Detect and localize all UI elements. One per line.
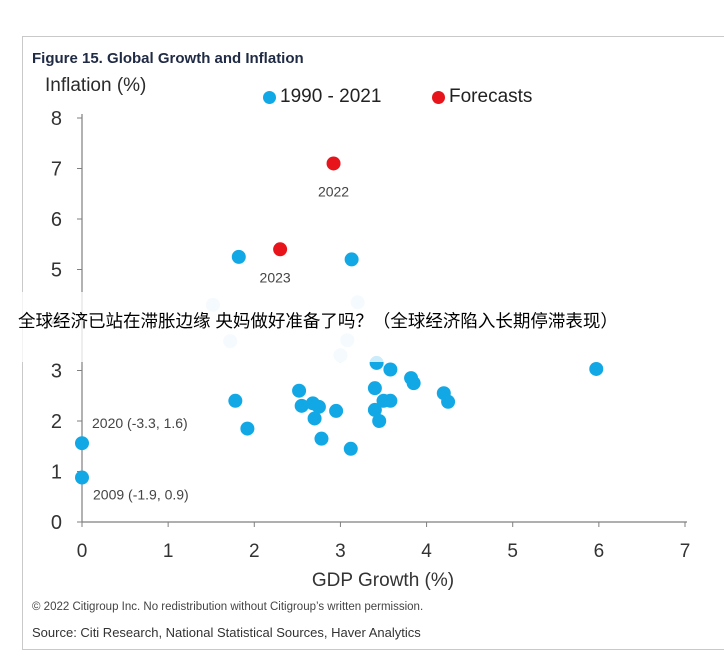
x-tick-label: 3 bbox=[335, 541, 346, 562]
legend-label-forecast: Forecasts bbox=[449, 86, 533, 107]
x-tick-label: 1 bbox=[163, 541, 174, 562]
data-point-forecast bbox=[273, 242, 288, 257]
y-tick-label: 2 bbox=[51, 411, 62, 433]
x-tick-label: 5 bbox=[507, 541, 518, 562]
x-tick-label: 4 bbox=[421, 541, 432, 562]
x-tick-label: 6 bbox=[594, 541, 605, 562]
data-point-historical bbox=[441, 394, 456, 409]
x-tick-label: 7 bbox=[680, 541, 691, 562]
point-annotation: 2009 (-1.9, 0.9) bbox=[93, 487, 189, 503]
data-point-historical bbox=[311, 399, 326, 414]
data-point-historical bbox=[383, 362, 398, 377]
data-point-historical bbox=[228, 393, 243, 408]
data-point-historical bbox=[75, 436, 89, 451]
data-point-historical bbox=[240, 421, 255, 436]
x-tick-label: 0 bbox=[77, 541, 88, 562]
overlay-band bbox=[0, 292, 724, 362]
data-point-historical bbox=[383, 393, 398, 408]
data-point-historical bbox=[344, 252, 359, 267]
y-tick-label: 6 bbox=[51, 209, 62, 231]
y-tick-label: 8 bbox=[51, 108, 62, 130]
point-annotation: 2022 bbox=[318, 183, 349, 199]
legend-marker-forecast bbox=[432, 90, 445, 104]
data-point-historical bbox=[406, 376, 421, 391]
figure-title: Figure 15. Global Growth and Inflation bbox=[32, 50, 304, 67]
legend-marker-historical bbox=[263, 90, 276, 104]
data-point-forecast bbox=[326, 156, 341, 171]
y-tick-label: 0 bbox=[51, 512, 62, 534]
data-point-historical bbox=[589, 361, 604, 376]
data-point-historical bbox=[329, 403, 344, 418]
y-tick-label: 5 bbox=[51, 260, 62, 282]
data-point-historical bbox=[231, 249, 246, 264]
legend-item-historical: 1990 - 2021 bbox=[263, 86, 381, 108]
data-point-historical bbox=[292, 383, 307, 398]
source-note: Source: Citi Research, National Statisti… bbox=[32, 625, 421, 640]
data-point-historical bbox=[343, 441, 358, 456]
legend-label-historical: 1990 - 2021 bbox=[280, 86, 382, 107]
point-annotation: 2020 (-3.3, 1.6) bbox=[92, 415, 188, 431]
data-point-historical bbox=[294, 398, 309, 413]
legend-item-forecast: Forecasts bbox=[432, 86, 532, 108]
x-tick-label: 2 bbox=[249, 541, 260, 562]
data-point-historical bbox=[307, 411, 322, 426]
overlay-caption: 全球经济已站在滞胀边缘 央妈做好准备了吗？（全球经济陷入长期停滞表现） bbox=[18, 311, 618, 331]
x-axis-label: GDP Growth (%) bbox=[312, 570, 454, 591]
data-point-historical bbox=[367, 381, 382, 396]
data-point-historical bbox=[372, 414, 387, 428]
y-tick-label: 7 bbox=[51, 159, 62, 181]
data-point-historical bbox=[314, 431, 329, 446]
point-annotation: 2023 bbox=[260, 269, 291, 285]
y-tick-label: 3 bbox=[51, 361, 62, 383]
scatter-plot: 01234567801234567GDP Growth (%)202220232… bbox=[51, 108, 691, 591]
data-point-historical bbox=[75, 470, 89, 485]
copyright-notice: © 2022 Citigroup Inc. No redistribution … bbox=[32, 601, 424, 613]
y-tick-label: 1 bbox=[51, 462, 62, 484]
y-axis-label: Inflation (%) bbox=[45, 75, 147, 96]
data-point-historical bbox=[367, 402, 382, 417]
